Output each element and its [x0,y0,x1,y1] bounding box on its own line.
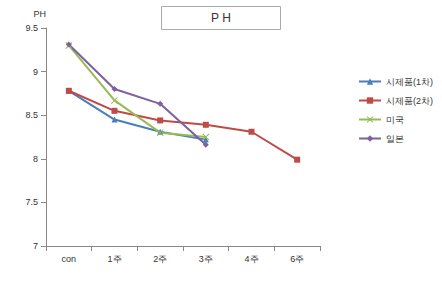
svg-text:con: con [62,254,77,264]
svg-text:6주: 6주 [290,254,304,264]
svg-text:9: 9 [33,67,38,77]
svg-text:2주: 2주 [153,254,167,264]
svg-text:7: 7 [33,241,38,251]
svg-text:8.5: 8.5 [25,110,38,120]
svg-text:8: 8 [33,154,38,164]
svg-text:1주: 1주 [107,254,121,264]
svg-text:시제품(2차): 시제품(2차) [386,96,433,106]
svg-text:3주: 3주 [199,254,213,264]
svg-text:시제품(1차): 시제품(1차) [386,77,433,87]
svg-text:P H: P H [211,11,231,25]
svg-text:9.5: 9.5 [25,23,38,33]
svg-text:일본: 일본 [386,134,404,144]
svg-text:미국: 미국 [386,115,404,125]
svg-text:PH: PH [33,9,46,19]
svg-text:4주: 4주 [244,254,258,264]
svg-text:7.5: 7.5 [25,197,38,207]
